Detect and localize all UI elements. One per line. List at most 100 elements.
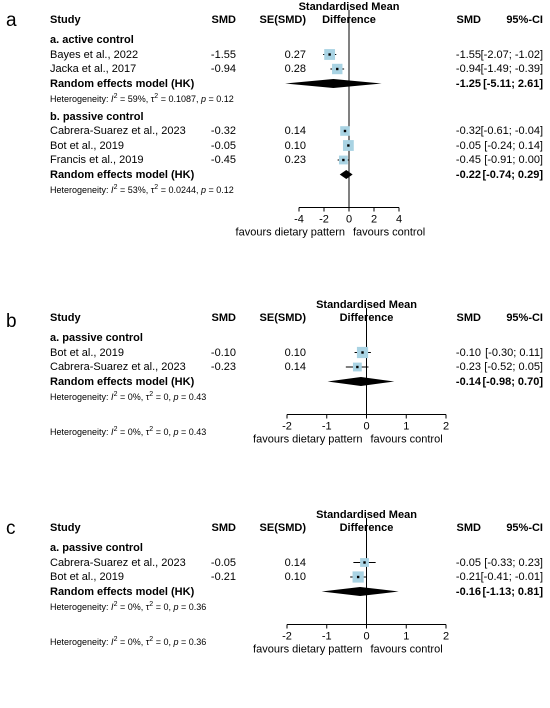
study-name: Cabrera-Suarez et al., 2023 (50, 361, 186, 373)
study-smd: -1.55 (210, 48, 236, 61)
forest-plot-svg: -2 -1 0 1 2 favours dietary pattern favours co… (253, 308, 449, 446)
header-smd: SMD (211, 522, 236, 534)
study-smd-right: -0.05 (455, 139, 481, 152)
study-smd: -0.05 (210, 556, 236, 569)
study-point-estimate (328, 53, 331, 56)
heterogeneity-text: Heterogeneity: I2 = 59%, τ2 = 0.1087, p … (50, 93, 234, 104)
pooled-ci: [-1.13; 0.81] (482, 585, 543, 598)
study-smd-right: -0.21 (455, 571, 481, 583)
study-ci: [-0.24; 0.14] (484, 139, 543, 152)
study-point-estimate (343, 129, 347, 133)
header-ci: 95%-CI (506, 522, 543, 534)
study-point-estimate (342, 158, 345, 162)
header-study: Study (50, 14, 81, 26)
header-smd-right: SMD (456, 14, 481, 26)
study-name: Bot et al., 2019 (50, 346, 124, 359)
group-label: b. passive control (50, 110, 144, 123)
header-plot-title: Standardised Mean (316, 299, 417, 311)
header-se: SE(SMD) (259, 522, 306, 534)
header-smd-right: SMD (456, 312, 481, 324)
x-tick-label: -4 (294, 214, 304, 226)
header-ci: 95%-CI (506, 312, 543, 324)
study-ci: [-0.91; 0.00] (484, 154, 543, 166)
study-name: Cabrera-Suarez et al., 2023 (50, 125, 186, 137)
forest-plot-svg: -2 -1 0 1 2 favours dietary pattern favours co… (253, 518, 449, 656)
x-tick-label: -1 (322, 421, 332, 433)
pooled-ci: [-0.98; 0.70] (482, 375, 543, 388)
overall-heterogeneity-text: Heterogeneity: I2 = 0%, τ2 = 0, p = 0.43 (50, 425, 207, 437)
header-ci: 95%-CI (506, 14, 543, 26)
header-plot-title: Standardised Mean (316, 509, 417, 521)
x-tick-label: -1 (322, 631, 332, 643)
axis-label-left: favours dietary pattern (253, 644, 362, 656)
study-smd: -0.05 (210, 139, 236, 152)
group-label: a. passive control (50, 542, 143, 554)
header-se: SE(SMD) (259, 312, 306, 324)
study-ci: [-0.52; 0.05] (484, 361, 543, 373)
x-tick-label: 0 (346, 214, 352, 226)
x-tick-label: 0 (363, 421, 369, 433)
study-se: 0.23 (284, 154, 306, 166)
study-smd: -0.45 (210, 154, 236, 166)
header-smd: SMD (211, 312, 236, 324)
pooled-smd-right: -0.14 (455, 375, 481, 388)
study-point-estimate (347, 144, 350, 147)
study-name: Bot et al., 2019 (50, 571, 124, 583)
study-ci: [-2.07; -1.02] (480, 48, 543, 61)
study-point-estimate (356, 575, 360, 579)
x-tick-label: 2 (371, 214, 377, 226)
study-ci: [-0.30; 0.11] (485, 346, 543, 359)
study-smd: -0.32 (210, 125, 236, 137)
forest-plot-svg: -4 -2 0 2 4 favours dietary pattern favours co… (236, 10, 425, 239)
study-point-estimate (336, 67, 339, 71)
group-label: a. passive control (50, 332, 143, 344)
study-smd-right: -0.10 (455, 346, 481, 359)
pooled-smd-right: -0.22 (455, 168, 481, 181)
study-name: Cabrera-Suarez et al., 2023 (50, 556, 186, 569)
study-se: 0.28 (284, 63, 306, 75)
x-tick-label: -2 (319, 214, 329, 226)
study-smd: -0.94 (210, 63, 236, 75)
study-se: 0.27 (284, 48, 306, 61)
study-smd: -0.23 (210, 361, 236, 373)
header-smd: SMD (211, 14, 236, 26)
x-tick-label: 2 (443, 421, 449, 433)
study-se: 0.10 (284, 571, 306, 583)
axis-label-left: favours dietary pattern (253, 434, 362, 446)
group-label: a. active control (50, 34, 134, 46)
x-tick-label: 0 (363, 631, 369, 643)
axis-label-right: favours control (371, 644, 443, 656)
study-name: Bot et al., 2019 (50, 139, 124, 152)
pooled-label: Random effects model (HK) (50, 375, 195, 388)
study-smd-right: -0.23 (455, 361, 481, 373)
pooled-diamond (321, 587, 399, 596)
study-name: Jacka et al., 2017 (50, 63, 137, 75)
pooled-smd-right: -0.16 (455, 585, 481, 598)
panel-letter: a (6, 10, 17, 31)
study-point-estimate (356, 365, 359, 369)
heterogeneity-text: Heterogeneity: I2 = 0%, τ2 = 0, p = 0.43 (50, 391, 207, 402)
header-study: Study (50, 522, 81, 534)
study-smd: -0.10 (210, 346, 236, 359)
axis-label-right: favours control (353, 227, 425, 239)
panel-letter: c (6, 518, 16, 539)
x-tick-label: 2 (443, 631, 449, 643)
study-se: 0.14 (284, 361, 306, 373)
study-se: 0.10 (284, 139, 306, 152)
heterogeneity-text: Heterogeneity: I2 = 53%, τ2 = 0.0244, p … (50, 184, 234, 195)
x-tick-label: 1 (403, 631, 409, 643)
panel-letter: b (6, 311, 17, 332)
axis-label-right: favours control (371, 434, 443, 446)
axis-label-left: favours dietary pattern (236, 227, 345, 239)
study-smd-right: -0.94 (455, 63, 481, 75)
study-se: 0.14 (284, 125, 306, 137)
pooled-smd-right: -1.25 (455, 77, 481, 90)
study-smd-right: -1.55 (455, 48, 481, 61)
forest-panel-a: Study SMD SE(SMD) Standardised Mean Differen… (0, 0, 550, 290)
study-smd-right: -0.05 (455, 556, 481, 569)
x-tick-label: -2 (282, 631, 292, 643)
header-plot-title: Standardised Mean (298, 1, 400, 13)
pooled-label: Random effects model (HK) (50, 168, 195, 181)
study-ci: [-0.33; 0.23] (484, 556, 543, 569)
pooled-diamond (285, 79, 382, 88)
